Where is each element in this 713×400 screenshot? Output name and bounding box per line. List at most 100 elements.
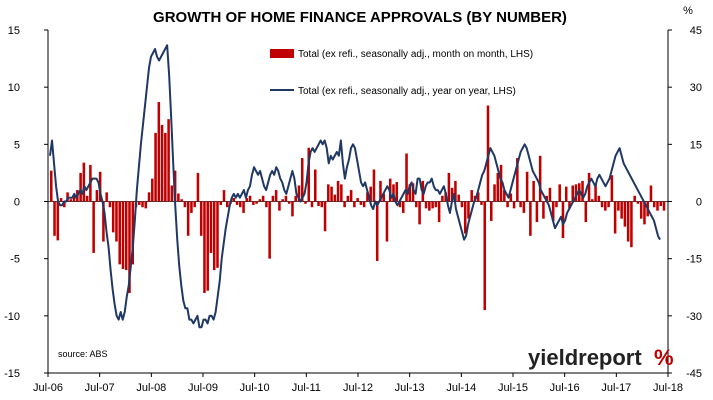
bar <box>53 201 56 236</box>
bar <box>323 201 327 232</box>
bar <box>460 201 464 208</box>
bar <box>359 201 363 205</box>
bar <box>555 201 558 208</box>
x-tick-label: Jul-10 <box>240 382 270 394</box>
bar <box>131 201 135 265</box>
bar <box>656 201 659 211</box>
bar <box>496 172 500 202</box>
bar <box>408 184 412 202</box>
bar <box>516 158 519 202</box>
bar <box>454 180 457 202</box>
bar <box>167 119 170 202</box>
bar <box>649 185 653 202</box>
bar <box>242 201 245 213</box>
bar <box>118 201 121 265</box>
bar <box>431 201 434 209</box>
bar <box>356 198 359 202</box>
bar <box>300 158 304 202</box>
bar <box>366 192 369 202</box>
bar <box>278 201 281 211</box>
bar <box>519 201 522 208</box>
bar <box>467 201 470 219</box>
bar <box>561 201 565 239</box>
bar <box>108 201 112 208</box>
bar <box>558 184 561 202</box>
bar <box>607 201 610 208</box>
bar <box>490 201 493 221</box>
bar <box>509 193 513 202</box>
bar <box>255 201 258 204</box>
bar <box>529 201 532 236</box>
legend-bar-label: Total (ex refi., seasonally adj., month … <box>298 49 533 60</box>
bar <box>333 194 337 202</box>
bar <box>147 192 151 202</box>
bar <box>568 201 571 209</box>
bar <box>340 184 343 202</box>
bar <box>170 185 174 202</box>
left-tick-label: -15 <box>4 368 20 380</box>
bar <box>291 201 294 217</box>
bar <box>623 201 627 227</box>
bar <box>199 201 203 236</box>
bar <box>265 201 268 208</box>
bar <box>128 201 131 293</box>
bar <box>379 180 382 202</box>
chart-title: GROWTH OF HOME FINANCE APPROVALS (BY NUM… <box>153 9 567 26</box>
bar <box>630 201 633 248</box>
right-tick-label: -45 <box>686 368 702 380</box>
left-tick-label: 5 <box>14 139 20 151</box>
bar <box>375 201 379 261</box>
bar <box>252 201 255 205</box>
legend-bar-swatch <box>270 49 294 58</box>
bar <box>190 201 193 213</box>
bar <box>447 172 451 202</box>
bar <box>72 195 76 202</box>
bar <box>463 201 467 234</box>
bar <box>620 201 623 219</box>
bar <box>480 201 483 205</box>
bar <box>284 195 288 202</box>
legend: Total (ex refi., seasonally adj., month … <box>270 49 533 97</box>
bar <box>287 201 291 204</box>
bar <box>499 164 503 202</box>
bar <box>626 201 630 242</box>
bar <box>69 199 73 202</box>
bar <box>314 169 317 202</box>
bar <box>124 201 128 271</box>
bar <box>164 132 167 202</box>
x-tick-label: Jul-12 <box>343 382 373 394</box>
bar <box>216 201 219 268</box>
bar <box>633 195 636 202</box>
x-tick-label: Jul-17 <box>601 382 631 394</box>
bar <box>441 195 444 202</box>
bar <box>636 201 640 204</box>
bar <box>271 195 275 202</box>
bar <box>418 201 421 225</box>
brand-logo: yieldreport % <box>528 345 674 370</box>
bar <box>525 171 529 202</box>
bar <box>652 201 656 208</box>
bar <box>639 201 643 219</box>
bar <box>330 186 333 202</box>
bar <box>437 201 441 223</box>
bar <box>398 201 402 208</box>
bar <box>476 192 480 202</box>
left-tick-label: -10 <box>4 311 20 323</box>
bar <box>385 201 389 242</box>
bar <box>239 201 242 208</box>
bar <box>232 198 236 202</box>
percent-logo-icon: % <box>654 345 674 370</box>
bar <box>157 102 161 202</box>
bar <box>274 190 278 202</box>
bar <box>180 199 183 202</box>
bar <box>613 201 617 234</box>
bar <box>538 155 542 202</box>
bar <box>512 201 516 209</box>
bar <box>268 201 271 259</box>
bar <box>564 186 568 202</box>
bar <box>470 190 473 202</box>
bar <box>317 201 320 207</box>
bar <box>138 201 141 205</box>
bar <box>584 201 588 223</box>
